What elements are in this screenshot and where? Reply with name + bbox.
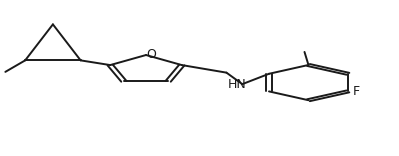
Text: O: O xyxy=(146,48,156,61)
Text: HN: HN xyxy=(228,78,247,91)
Text: F: F xyxy=(353,85,360,98)
